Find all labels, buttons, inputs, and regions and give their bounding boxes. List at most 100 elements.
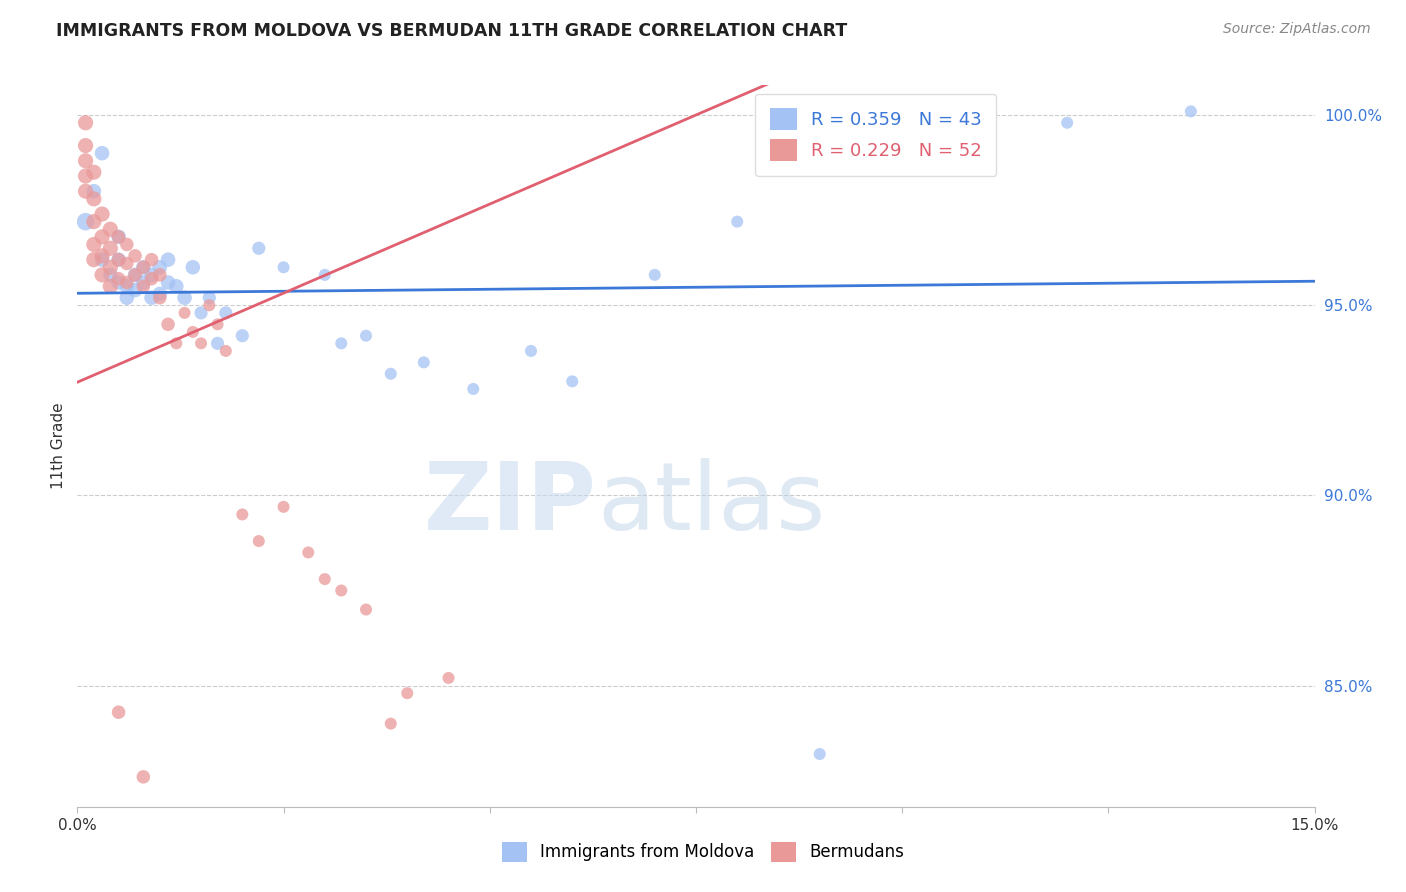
Text: ZIP: ZIP xyxy=(425,458,598,549)
Point xyxy=(141,291,163,305)
Point xyxy=(380,367,402,381)
Point xyxy=(124,283,146,297)
Point xyxy=(207,336,229,351)
Point xyxy=(124,268,146,282)
Point xyxy=(173,306,195,320)
Point xyxy=(198,291,221,305)
Point xyxy=(115,276,138,290)
Point xyxy=(644,268,666,282)
Y-axis label: 11th Grade: 11th Grade xyxy=(51,402,66,490)
Point xyxy=(314,572,336,586)
Point xyxy=(165,336,187,351)
Point xyxy=(115,237,138,252)
Point xyxy=(149,260,172,275)
Point xyxy=(149,268,172,282)
Point xyxy=(190,336,212,351)
Point xyxy=(437,671,460,685)
Point xyxy=(91,207,114,221)
Point xyxy=(107,705,129,719)
Point xyxy=(107,271,129,285)
Point xyxy=(561,375,583,389)
Point xyxy=(207,318,229,332)
Point xyxy=(98,241,121,255)
Point xyxy=(75,138,97,153)
Point xyxy=(75,184,97,198)
Point xyxy=(132,770,155,784)
Point xyxy=(91,252,114,267)
Legend: Immigrants from Moldova, Bermudans: Immigrants from Moldova, Bermudans xyxy=(494,833,912,871)
Point xyxy=(198,298,221,312)
Point xyxy=(1056,116,1078,130)
Point xyxy=(91,268,114,282)
Point xyxy=(181,325,204,339)
Point xyxy=(115,279,138,293)
Point xyxy=(157,318,180,332)
Point xyxy=(314,268,336,282)
Point xyxy=(520,343,543,358)
Point xyxy=(107,230,129,244)
Point xyxy=(83,214,105,228)
Point xyxy=(273,260,295,275)
Point xyxy=(396,686,419,700)
Point xyxy=(149,286,172,301)
Point xyxy=(132,276,155,290)
Point xyxy=(98,279,121,293)
Point xyxy=(132,260,155,275)
Point xyxy=(75,116,97,130)
Point xyxy=(83,252,105,267)
Point xyxy=(98,268,121,282)
Point xyxy=(91,230,114,244)
Point xyxy=(83,237,105,252)
Point xyxy=(273,500,295,514)
Point xyxy=(98,222,121,236)
Point xyxy=(75,153,97,168)
Point xyxy=(725,214,748,228)
Point xyxy=(124,249,146,263)
Point xyxy=(157,276,180,290)
Point xyxy=(808,747,831,761)
Point xyxy=(412,355,434,369)
Point xyxy=(141,268,163,282)
Point xyxy=(91,249,114,263)
Point xyxy=(83,184,105,198)
Point xyxy=(83,165,105,179)
Point xyxy=(247,241,270,255)
Text: atlas: atlas xyxy=(598,458,825,549)
Point xyxy=(463,382,485,396)
Legend: R = 0.359   N = 43, R = 0.229   N = 52: R = 0.359 N = 43, R = 0.229 N = 52 xyxy=(755,94,997,176)
Point xyxy=(149,291,172,305)
Point xyxy=(231,328,253,343)
Point xyxy=(115,256,138,270)
Point xyxy=(380,716,402,731)
Point xyxy=(141,252,163,267)
Point xyxy=(297,545,319,559)
Point xyxy=(157,252,180,267)
Point xyxy=(107,252,129,267)
Text: Source: ZipAtlas.com: Source: ZipAtlas.com xyxy=(1223,22,1371,37)
Point xyxy=(330,583,353,598)
Point xyxy=(173,291,195,305)
Point xyxy=(231,508,253,522)
Point xyxy=(215,306,238,320)
Point xyxy=(83,192,105,206)
Point xyxy=(124,268,146,282)
Point xyxy=(215,343,238,358)
Point xyxy=(354,602,377,616)
Text: IMMIGRANTS FROM MOLDOVA VS BERMUDAN 11TH GRADE CORRELATION CHART: IMMIGRANTS FROM MOLDOVA VS BERMUDAN 11TH… xyxy=(56,22,848,40)
Point xyxy=(75,169,97,183)
Point xyxy=(107,230,129,244)
Point xyxy=(165,279,187,293)
Point xyxy=(141,271,163,285)
Point xyxy=(107,276,129,290)
Point xyxy=(107,252,129,267)
Point xyxy=(181,260,204,275)
Point xyxy=(115,291,138,305)
Point xyxy=(132,260,155,275)
Point xyxy=(132,279,155,293)
Point xyxy=(75,214,97,228)
Point xyxy=(247,534,270,549)
Point xyxy=(1180,104,1202,119)
Point xyxy=(98,260,121,275)
Point xyxy=(190,306,212,320)
Point xyxy=(91,146,114,161)
